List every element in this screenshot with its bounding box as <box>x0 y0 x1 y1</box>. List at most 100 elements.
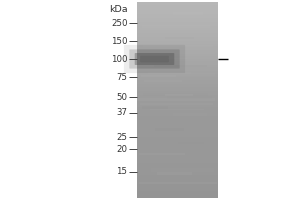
Bar <box>136 129 218 130</box>
Bar <box>136 97 218 98</box>
Bar <box>136 50 218 51</box>
Bar <box>136 20 218 21</box>
Bar <box>136 3 218 4</box>
Bar <box>136 162 218 163</box>
Bar <box>136 128 218 129</box>
Bar <box>136 54 218 55</box>
Bar <box>136 188 218 189</box>
Bar <box>136 156 218 157</box>
Bar <box>136 181 218 182</box>
Bar <box>136 166 218 167</box>
Bar <box>139 153 185 155</box>
Bar <box>136 114 218 115</box>
Bar <box>136 15 218 16</box>
Bar <box>136 67 218 68</box>
Bar <box>136 102 218 103</box>
Text: 25: 25 <box>116 132 128 142</box>
Bar <box>136 185 218 186</box>
Bar <box>136 136 218 137</box>
Bar <box>136 194 218 195</box>
Bar <box>136 115 218 116</box>
Bar <box>136 5 218 6</box>
Bar <box>136 8 218 9</box>
Bar <box>136 109 218 110</box>
Bar <box>136 169 218 170</box>
Bar <box>136 195 218 196</box>
Bar <box>136 25 218 26</box>
Bar <box>136 191 218 192</box>
Bar <box>136 52 218 53</box>
Bar <box>136 180 218 181</box>
Bar <box>136 22 218 23</box>
Bar <box>136 16 218 17</box>
Bar <box>136 191 218 192</box>
Bar <box>136 190 218 191</box>
Bar <box>136 135 218 136</box>
Bar <box>136 196 218 197</box>
Bar <box>136 97 218 98</box>
Bar <box>136 158 218 159</box>
Bar <box>136 37 218 38</box>
Bar <box>136 91 218 92</box>
Text: 50: 50 <box>116 92 128 102</box>
Bar <box>136 144 218 145</box>
Bar <box>136 64 218 65</box>
Bar <box>136 177 218 178</box>
Bar <box>136 163 218 164</box>
Bar <box>136 122 218 123</box>
Bar <box>136 152 218 153</box>
Bar <box>136 118 218 119</box>
Bar <box>143 45 213 47</box>
Bar <box>136 149 218 150</box>
Bar <box>136 93 218 94</box>
Bar <box>136 148 218 149</box>
Bar <box>136 36 218 37</box>
Bar <box>136 164 218 165</box>
Bar <box>136 21 218 22</box>
Bar <box>136 66 218 67</box>
Bar <box>136 32 218 33</box>
Bar <box>136 172 218 173</box>
Bar <box>136 147 218 148</box>
Bar <box>136 28 218 29</box>
Bar <box>136 87 218 88</box>
Bar <box>136 151 218 152</box>
Bar <box>136 33 218 34</box>
Bar <box>136 132 218 133</box>
Text: 100: 100 <box>111 54 128 64</box>
Bar <box>136 11 218 12</box>
Bar <box>136 142 218 143</box>
Bar <box>136 79 218 80</box>
Bar <box>137 73 214 76</box>
Bar <box>142 106 168 109</box>
Bar <box>136 110 218 111</box>
Text: 150: 150 <box>111 36 128 46</box>
Bar <box>150 109 204 110</box>
Bar <box>136 76 218 77</box>
Bar <box>136 99 218 100</box>
Bar <box>136 86 218 87</box>
Bar <box>136 59 218 60</box>
Bar <box>136 182 218 183</box>
Bar <box>136 26 218 27</box>
Bar <box>143 93 208 96</box>
Bar <box>136 99 218 100</box>
Bar <box>136 184 218 185</box>
Bar <box>136 65 218 66</box>
Bar <box>136 148 218 149</box>
Bar <box>136 24 218 25</box>
Bar <box>136 82 218 83</box>
Bar <box>136 116 218 117</box>
Bar <box>136 146 218 147</box>
Bar <box>173 12 203 15</box>
Bar <box>136 143 218 144</box>
Bar <box>136 72 218 73</box>
Bar <box>136 144 218 145</box>
Bar <box>136 142 218 143</box>
Bar <box>136 150 218 151</box>
Bar <box>136 165 218 166</box>
Bar <box>136 40 218 41</box>
Bar <box>136 120 218 121</box>
Bar <box>136 161 218 162</box>
Bar <box>136 129 218 130</box>
